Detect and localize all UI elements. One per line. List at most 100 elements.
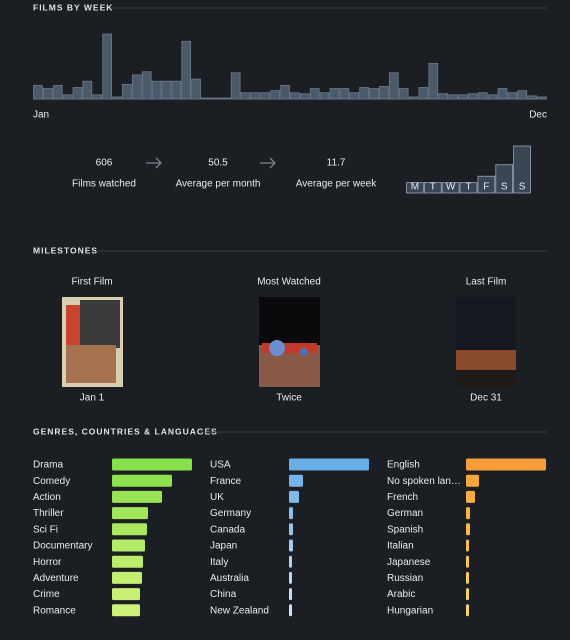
bar: [466, 523, 470, 536]
category-label: English: [387, 460, 420, 471]
bar: [406, 182, 424, 194]
bar: [299, 93, 310, 100]
bar: [448, 94, 458, 100]
stat-label: Films watched: [72, 179, 136, 190]
x-tick-label: Jan: [33, 110, 49, 121]
category-label: UK: [210, 492, 224, 503]
category-label: Crime: [33, 589, 60, 600]
bar: [441, 182, 460, 194]
bar: [289, 474, 303, 487]
category-label: Australia: [210, 573, 249, 584]
bar: [369, 88, 379, 100]
bar: [289, 555, 292, 568]
bar: [527, 95, 538, 100]
bar: [280, 84, 290, 100]
bar: [191, 78, 201, 100]
bar: [466, 474, 479, 487]
bar: [477, 92, 488, 100]
bar: [92, 94, 103, 100]
category-label: Horror: [33, 557, 62, 568]
bar: [270, 90, 281, 100]
milestone-label: Most Watched: [257, 277, 321, 288]
day-label: T: [430, 182, 436, 193]
bar: [513, 145, 531, 194]
bar: [112, 96, 122, 100]
bar: [289, 490, 299, 503]
bar: [211, 97, 221, 100]
bar: [33, 84, 43, 100]
bar: [112, 523, 147, 536]
bar: [290, 92, 300, 100]
bar: [507, 92, 518, 100]
bar: [289, 507, 293, 520]
day-label: S: [519, 182, 526, 193]
bar: [466, 507, 470, 520]
bar: [423, 182, 442, 194]
bar: [42, 88, 53, 100]
category-label: Romance: [33, 605, 76, 616]
bar: [289, 588, 292, 601]
bar: [230, 72, 241, 100]
bar: [458, 94, 468, 100]
bar: [82, 80, 93, 100]
bar: [289, 539, 293, 552]
bar: [112, 474, 172, 487]
bar: [438, 93, 449, 100]
category-label: Sci Fi: [33, 524, 58, 535]
category-label: French: [387, 492, 418, 503]
bar: [309, 88, 320, 100]
bar: [250, 92, 261, 100]
arrow: [146, 157, 276, 169]
milestone-caption: Twice: [276, 393, 302, 404]
bar: [466, 571, 469, 584]
section-heading: GENRES, COUNTRIES & LANGUAGES: [33, 426, 218, 436]
category-label: No spoken lan…: [387, 476, 461, 487]
bar: [171, 80, 182, 100]
category-label: Adventure: [33, 573, 79, 584]
stat-value: 50.5: [208, 158, 228, 169]
bar: [52, 84, 63, 100]
day-label: T: [465, 182, 471, 193]
bar: [359, 87, 369, 100]
bar: [319, 92, 330, 100]
bar: [112, 588, 140, 601]
bar: [112, 490, 162, 503]
bar: [112, 539, 145, 552]
bar: [517, 90, 528, 100]
bar: [112, 555, 143, 568]
bar: [487, 94, 498, 100]
milestone-caption: Jan 1: [80, 393, 105, 404]
category-label: New Zealand: [210, 605, 269, 616]
bar: [428, 62, 439, 100]
category-label: Thriller: [33, 508, 64, 519]
category-label: USA: [210, 460, 231, 471]
category-label: Comedy: [33, 476, 70, 487]
category-label: Italy: [210, 557, 228, 568]
category-label: Japan: [210, 541, 237, 552]
category-label: Spanish: [387, 524, 423, 535]
day-label: S: [501, 182, 508, 193]
category-label: German: [387, 508, 423, 519]
bar: [495, 164, 514, 194]
bar: [122, 83, 132, 100]
bar: [468, 93, 478, 100]
bar: [220, 97, 231, 100]
poster: [62, 297, 123, 387]
stat-label: Average per week: [296, 179, 377, 190]
bar: [289, 604, 292, 617]
category-label: Russian: [387, 573, 423, 584]
milestone-caption: Dec 31: [470, 393, 502, 404]
category-label: Italian: [387, 541, 414, 552]
bar: [131, 74, 142, 100]
bar: [102, 33, 112, 100]
bar: [62, 94, 73, 100]
bar: [466, 604, 469, 617]
bar: [141, 71, 152, 100]
poster: [259, 297, 320, 387]
bar: [240, 92, 251, 100]
stat-value: 11.7: [327, 158, 346, 169]
bar: [329, 88, 340, 100]
bar: [112, 604, 140, 617]
bar: [398, 88, 409, 100]
